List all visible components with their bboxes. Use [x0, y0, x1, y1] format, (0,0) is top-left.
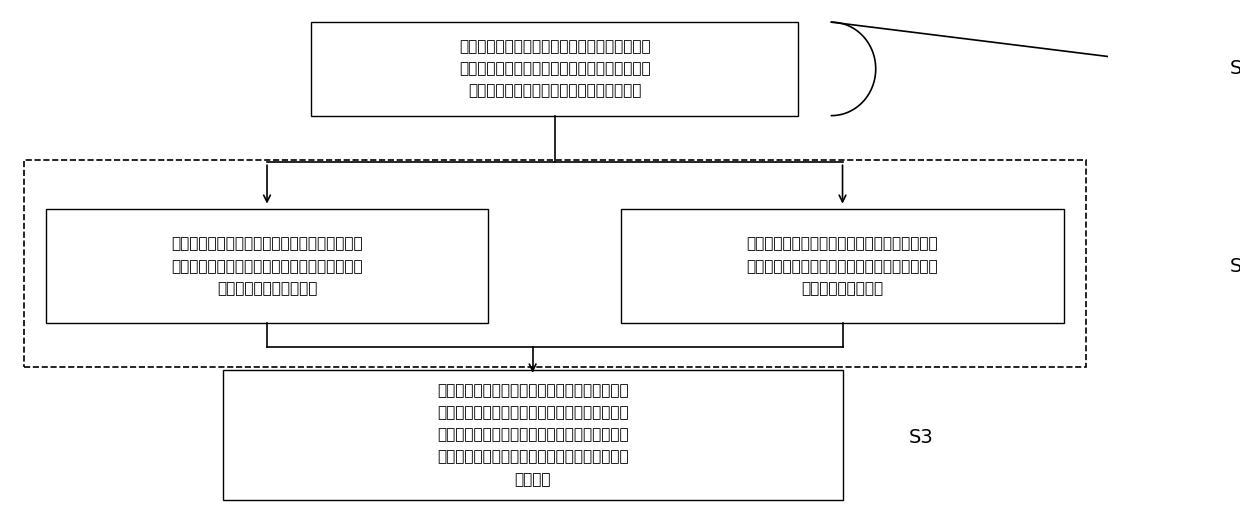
Text: 将图像故障分类模型和文本故障分类模型采用逻
辑回归算法进行融合，得到融合模型，并利用光
伏阵列工作状态复合信息数据对融合模型进行训
练，训练完成得到基于复合信息: 将图像故障分类模型和文本故障分类模型采用逻 辑回归算法进行融合，得到融合模型，并… [436, 383, 629, 487]
Text: 采集光伏阵列工作状态复合信息数据并进行预处
理，工作状态复合信息数据包括光伏阵列工作状
态图像数据以及光伏阵列工作状态文本数据: 采集光伏阵列工作状态复合信息数据并进行预处 理，工作状态复合信息数据包括光伏阵列… [459, 39, 651, 99]
FancyBboxPatch shape [621, 209, 1064, 323]
Text: S3: S3 [909, 428, 934, 447]
Text: 利用光伏阵列工作状态文本数据训练预先建立的
基于支持向量机的故障分类模型，训练完成后得
到文本故障分类模型: 利用光伏阵列工作状态文本数据训练预先建立的 基于支持向量机的故障分类模型，训练完… [746, 236, 939, 296]
FancyBboxPatch shape [223, 370, 842, 500]
Text: 利用光伏阵列工作状态图像数据进行训练预先建
立的深度卷积神经网络故障分类模型，训练完成
后得到图像故障分类模型: 利用光伏阵列工作状态图像数据进行训练预先建 立的深度卷积神经网络故障分类模型，训… [171, 236, 363, 296]
Text: S1: S1 [1230, 60, 1240, 78]
FancyBboxPatch shape [46, 209, 489, 323]
FancyBboxPatch shape [311, 22, 799, 115]
Text: S2: S2 [1230, 257, 1240, 276]
